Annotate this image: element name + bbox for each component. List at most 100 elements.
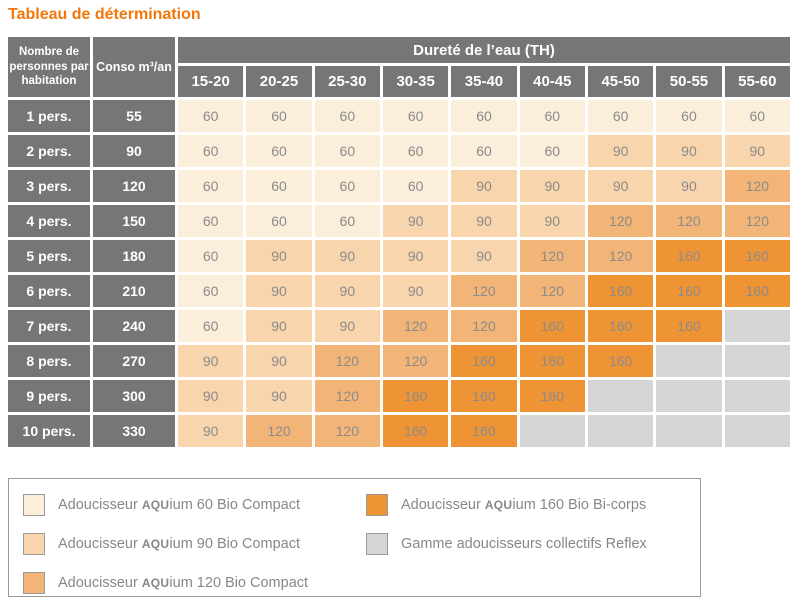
persons-cell: 7 pers. (8, 310, 90, 342)
collective-range-cell (587, 380, 654, 412)
capacity-cell: 60 (724, 100, 790, 132)
capacity-cell: 90 (314, 275, 380, 307)
capacity-cell: 90 (314, 310, 380, 342)
capacity-cell: 160 (587, 310, 654, 342)
conso-cell: 270 (93, 345, 175, 377)
capacity-cell: 60 (587, 100, 654, 132)
capacity-cell: 90 (314, 240, 380, 272)
capacity-cell: 120 (314, 380, 380, 412)
capacity-cell: 90 (451, 240, 517, 272)
legend-label: Adoucisseur AQUium 120 Bio Compact (58, 575, 309, 591)
capacity-cell: 160 (724, 240, 790, 272)
conso-cell: 120 (93, 170, 175, 202)
swatch-collective-gray (366, 533, 388, 555)
collective-range-cell (587, 415, 654, 447)
hardness-ranges-row: 15-20 20-25 25-30 30-35 35-40 40-45 45-50 50-55… (8, 66, 790, 97)
capacity-cell: 60 (178, 275, 244, 307)
capacity-cell: 160 (382, 415, 449, 447)
legend-item-aquium-60: Adoucisseur AQUium 60 Bio Compact (23, 494, 366, 516)
hardness-range-header: 45-50 (587, 66, 654, 97)
capacity-cell: 90 (178, 415, 244, 447)
legend-item-aquium-90: Adoucisseur AQUium 90 Bio Compact (23, 533, 366, 555)
capacity-cell: 90 (382, 275, 449, 307)
capacity-cell: 60 (178, 170, 244, 202)
capacity-cell: 160 (519, 310, 585, 342)
table-row: 9 pers. 300 90 90 120 160 160 160 (8, 380, 790, 412)
capacity-cell: 90 (178, 345, 244, 377)
capacity-cell: 120 (314, 345, 380, 377)
hardness-range-header: 25-30 (314, 66, 380, 97)
table-row: 10 pers. 330 90 120 120 160 160 (8, 415, 790, 447)
table-row: 6 pers. 210 60 90 90 90 120 120 160 160 160 (8, 275, 790, 307)
conso-cell: 330 (93, 415, 175, 447)
capacity-cell: 60 (178, 240, 244, 272)
determination-table: Nombre de personnes par habitation Conso… (5, 34, 793, 450)
capacity-cell: 120 (656, 205, 722, 237)
capacity-cell: 90 (382, 240, 449, 272)
persons-cell: 3 pers. (8, 170, 90, 202)
capacity-cell: 60 (656, 100, 722, 132)
capacity-cell: 90 (451, 205, 517, 237)
hardness-range-header: 55-60 (724, 66, 790, 97)
capacity-cell: 60 (178, 205, 244, 237)
capacity-cell: 90 (519, 170, 585, 202)
capacity-cell: 90 (724, 135, 790, 167)
persons-cell: 5 pers. (8, 240, 90, 272)
capacity-cell: 160 (451, 415, 517, 447)
capacity-cell: 90 (246, 240, 312, 272)
collective-range-cell (656, 345, 722, 377)
capacity-cell: 160 (656, 310, 722, 342)
conso-cell: 240 (93, 310, 175, 342)
header-row-top: Nombre de personnes par habitation Conso… (8, 37, 790, 97)
collective-range-cell (656, 380, 722, 412)
capacity-cell: 90 (519, 205, 585, 237)
capacity-cell: 60 (178, 135, 244, 167)
legend-item-reflex-collective: Gamme adoucisseurs collectifs Reflex (366, 533, 647, 555)
capacity-cell: 60 (382, 100, 449, 132)
conso-cell: 180 (93, 240, 175, 272)
persons-cell: 9 pers. (8, 380, 90, 412)
legend: Adoucisseur AQUium 60 Bio Compact Adouci… (8, 478, 701, 597)
legend-item-aquium-160: Adoucisseur AQUium 160 Bio Bi-corps (366, 494, 647, 516)
persons-cell: 8 pers. (8, 345, 90, 377)
capacity-cell: 160 (656, 240, 722, 272)
capacity-cell: 90 (382, 205, 449, 237)
conso-cell: 90 (93, 135, 175, 167)
legend-label: Adoucisseur AQUium 60 Bio Compact (58, 497, 300, 513)
collective-range-cell (519, 415, 585, 447)
capacity-cell: 120 (724, 170, 790, 202)
capacity-cell: 120 (587, 240, 654, 272)
capacity-cell: 60 (314, 205, 380, 237)
table-row: 1 pers. 55 60 60 60 60 60 60 60 60 60 (8, 100, 790, 132)
swatch-capacity-160 (366, 494, 388, 516)
conso-cell: 55 (93, 100, 175, 132)
capacity-cell: 90 (656, 170, 722, 202)
persons-cell: 1 pers. (8, 100, 90, 132)
swatch-capacity-60 (23, 494, 45, 516)
capacity-cell: 160 (519, 345, 585, 377)
capacity-cell: 160 (656, 275, 722, 307)
capacity-cell: 60 (178, 100, 244, 132)
hardness-range-header: 35-40 (451, 66, 517, 97)
capacity-cell: 160 (724, 275, 790, 307)
capacity-cell: 90 (246, 380, 312, 412)
collective-range-cell (724, 380, 790, 412)
capacity-cell: 160 (519, 380, 585, 412)
conso-cell: 150 (93, 205, 175, 237)
table-body: 1 pers. 55 60 60 60 60 60 60 60 60 60 2 pers. 90 60 60… (8, 100, 790, 447)
capacity-cell: 90 (656, 135, 722, 167)
capacity-cell: 160 (451, 380, 517, 412)
capacity-cell: 160 (451, 345, 517, 377)
collective-range-cell (724, 310, 790, 342)
table-row: 8 pers. 270 90 90 120 120 160 160 160 (8, 345, 790, 377)
capacity-cell: 90 (587, 135, 654, 167)
capacity-cell: 90 (178, 380, 244, 412)
table-row: 7 pers. 240 60 90 90 120 120 160 160 160 (8, 310, 790, 342)
capacity-cell: 60 (314, 100, 380, 132)
header-persons-cell: Nombre de personnes par habitation (8, 37, 90, 97)
swatch-capacity-90 (23, 533, 45, 555)
capacity-cell: 60 (519, 100, 585, 132)
capacity-cell: 120 (451, 275, 517, 307)
collective-range-cell (724, 415, 790, 447)
